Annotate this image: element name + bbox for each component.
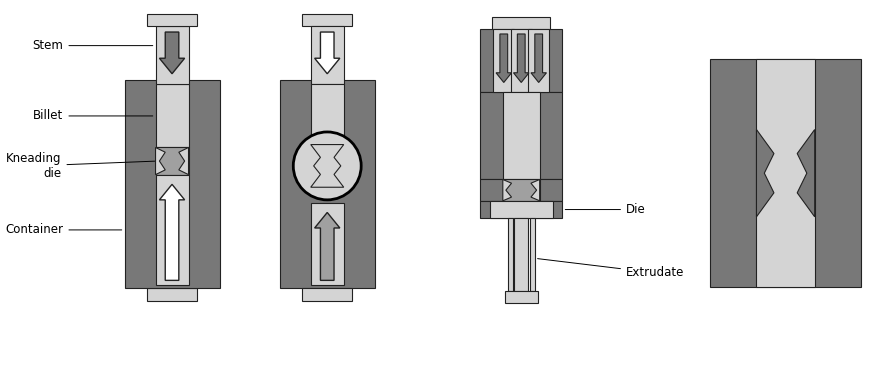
Polygon shape	[311, 145, 343, 187]
Polygon shape	[179, 147, 189, 175]
Bar	[147, 14, 197, 26]
Polygon shape	[797, 129, 815, 217]
Text: Container: Container	[5, 223, 122, 236]
Text: Billet: Billet	[33, 110, 153, 122]
Bar	[480, 92, 563, 179]
Text: Kneading
die: Kneading die	[6, 152, 155, 180]
Bar	[492, 18, 550, 29]
Bar	[514, 218, 528, 291]
Polygon shape	[757, 129, 773, 217]
Bar	[757, 59, 815, 287]
Bar	[503, 179, 540, 201]
Bar	[302, 288, 352, 301]
Circle shape	[293, 132, 361, 200]
Bar	[156, 84, 189, 147]
Polygon shape	[496, 34, 512, 82]
Bar	[125, 80, 219, 288]
Text: Extrudate: Extrudate	[537, 259, 684, 279]
Bar	[480, 201, 563, 218]
Bar	[711, 59, 861, 287]
Bar	[480, 29, 563, 92]
Polygon shape	[315, 213, 340, 280]
Bar	[511, 29, 532, 92]
Bar	[489, 201, 553, 218]
Bar	[480, 179, 563, 201]
Polygon shape	[531, 179, 540, 201]
Bar	[280, 80, 374, 288]
Bar	[530, 218, 535, 291]
Bar	[156, 147, 189, 175]
Polygon shape	[156, 147, 165, 175]
Polygon shape	[513, 34, 529, 82]
Bar	[493, 29, 514, 92]
Bar	[311, 26, 343, 84]
Polygon shape	[503, 179, 512, 201]
Polygon shape	[159, 184, 185, 280]
Bar	[311, 84, 343, 152]
Polygon shape	[315, 32, 340, 74]
Bar	[311, 203, 343, 285]
Bar	[528, 29, 550, 92]
Text: Stem: Stem	[33, 39, 153, 52]
Polygon shape	[531, 34, 546, 82]
Bar	[156, 26, 189, 84]
Bar	[508, 218, 512, 291]
Bar	[147, 288, 197, 301]
Bar	[503, 92, 540, 179]
Text: Die: Die	[566, 203, 646, 216]
Bar	[504, 291, 538, 303]
Polygon shape	[159, 32, 185, 74]
Bar	[156, 175, 189, 285]
Bar	[302, 14, 352, 26]
